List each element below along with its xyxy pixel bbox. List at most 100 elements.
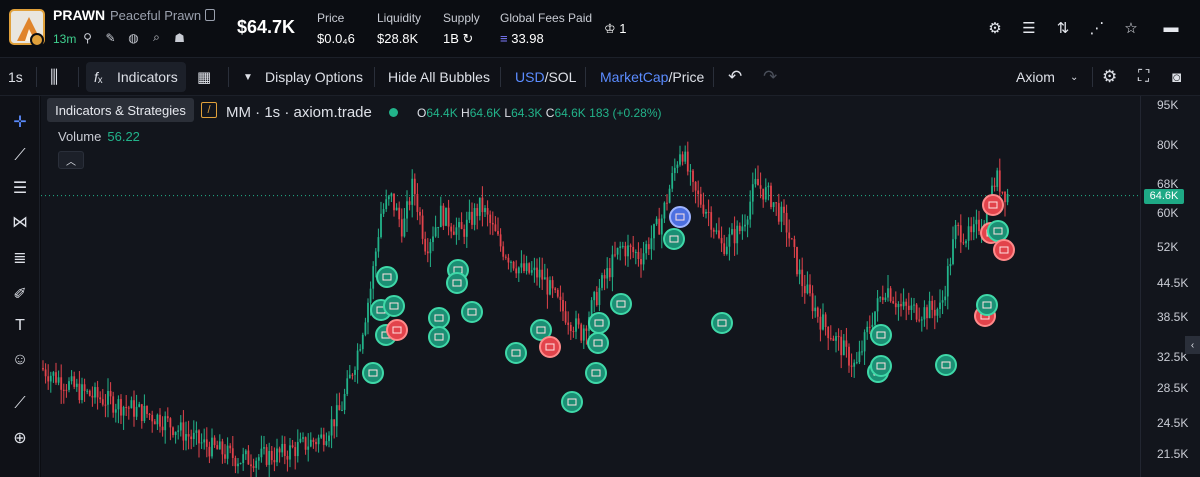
candle-body [65,389,68,391]
chevron-down-icon[interactable]: ⌄ [1070,71,1079,83]
candle-body [564,311,567,323]
trade-bubble-icon [591,369,601,377]
price-chart[interactable] [41,96,1140,477]
candle-body [790,238,793,240]
layout-icon[interactable]: ▬ [1163,19,1179,36]
indicators-label[interactable]: Indicators [117,69,178,85]
candle-body [762,188,765,200]
ohlc-values: O64.4K H64.6K L64.3K C64.6K 183 (+0.28%) [417,106,662,120]
fullscreen-icon[interactable]: ⛶ [1138,68,1150,85]
candle-body [130,400,133,409]
chevron-down-icon[interactable]: ▼ [243,71,253,83]
candle-body [562,300,564,312]
open-value: 64.4K [426,106,458,120]
candle-body [658,218,661,235]
refresh-icon[interactable]: ↻ [462,31,474,46]
zoom-in-icon[interactable]: ⊕ [13,430,27,447]
candle-body [302,437,304,439]
candle-type-icon[interactable]: ⫼ [50,66,59,87]
globe-icon[interactable]: ◍ [128,30,139,45]
search-icon[interactable]: ⌕ [153,30,160,44]
candle-body [380,213,382,238]
chevron-up-icon[interactable]: ︿ [58,151,84,169]
candle-body [213,437,216,446]
candle-body [996,170,999,187]
status-dot-icon [389,108,398,117]
candle-body [432,236,434,243]
price-axis[interactable]: 95K 80K 68K 60K 52K 44.5K 38.5K 32.5K 28.5K 24.5K… [1140,96,1200,477]
hide-bubbles-button[interactable]: Hide All Bubbles [388,69,490,85]
brush-icon[interactable]: ✐ [13,286,27,303]
trade-bubble [362,362,384,384]
candle-body [208,446,211,457]
text-icon[interactable]: T [15,317,25,334]
candle-body [582,328,585,341]
templates-icon[interactable]: ▦ [197,69,212,86]
link-icon[interactable]: ⚲ [83,30,92,45]
candle-body [627,245,629,257]
bot-icon[interactable]: ☗ [174,30,185,45]
source-select[interactable]: Axiom [1016,69,1055,85]
candle-body [621,245,624,247]
candle-body [231,448,234,458]
candle-body [263,447,265,449]
candlestick-canvas[interactable] [41,96,1140,477]
candle-body [780,206,783,222]
candle-body [166,416,169,419]
star-icon[interactable]: ☆ [1124,20,1138,37]
metric-toggle[interactable]: MarketCap/Price [600,58,704,96]
candle-body [772,202,775,208]
emoji-icon[interactable]: ☺ [11,351,29,368]
redo-icon[interactable]: ↷ [763,67,778,86]
trade-bubble [585,362,607,384]
copy-icon[interactable] [205,9,215,21]
trade-bubble-icon [434,333,444,341]
trade-bubble [870,324,892,346]
candle-body [83,384,86,391]
swap-icon[interactable]: ⇅ [1056,20,1070,37]
change-value: 183 (+0.28%) [589,106,662,120]
fib-icon[interactable]: ≣ [13,250,27,267]
display-options-button[interactable]: Display Options [265,69,364,85]
gear-icon[interactable]: ⚙ [1102,67,1118,86]
indicators-button[interactable] [86,62,186,92]
candle-body [133,400,135,417]
trendline-icon[interactable]: ⟋ [14,147,26,164]
candle-body [304,437,307,450]
candle-body [637,251,640,259]
candle-body [686,151,689,172]
candle-body [101,399,104,405]
crosshair-icon[interactable]: ✛ [13,114,27,131]
currency-toggle[interactable]: USD/SOL [515,58,576,96]
candle-body [910,305,913,310]
holders-badge[interactable]: ♔ 1 [604,21,627,37]
candle-body [884,297,887,300]
candle-body [913,304,915,306]
candle-body [894,303,897,308]
stat-supply: Supply 1B ↻ [443,11,480,47]
candle-body [325,441,328,445]
settings-icon[interactable]: ⚙ [988,20,1002,37]
horizontal-lines-icon[interactable]: ☰ [12,180,28,197]
interval-select[interactable]: 1s [8,69,23,85]
trade-bubble-icon [999,246,1009,254]
ruler-icon[interactable]: ⟋ [14,395,26,412]
candle-body [793,239,796,248]
candle-body [816,307,819,317]
candle-body [127,407,130,409]
candle-body [42,368,44,370]
candle-body [822,314,824,330]
list-sort-icon[interactable]: ☰ [1022,20,1036,37]
candle-body [801,269,804,287]
camera-icon[interactable]: ◙ [1172,68,1182,86]
candle-body [437,227,440,229]
candle-body [785,212,788,233]
candle-body [328,435,330,442]
candle-body [585,328,588,331]
chevron-left-icon[interactable]: ‹ [1185,336,1200,354]
volume-legend: Volume 56.22 [58,129,140,144]
pen-icon[interactable]: ✎ [105,30,116,45]
share-icon[interactable]: ⋰ [1089,20,1105,37]
pattern-icon[interactable]: ⋈ [12,214,28,231]
undo-icon[interactable]: ↶ [728,67,743,86]
